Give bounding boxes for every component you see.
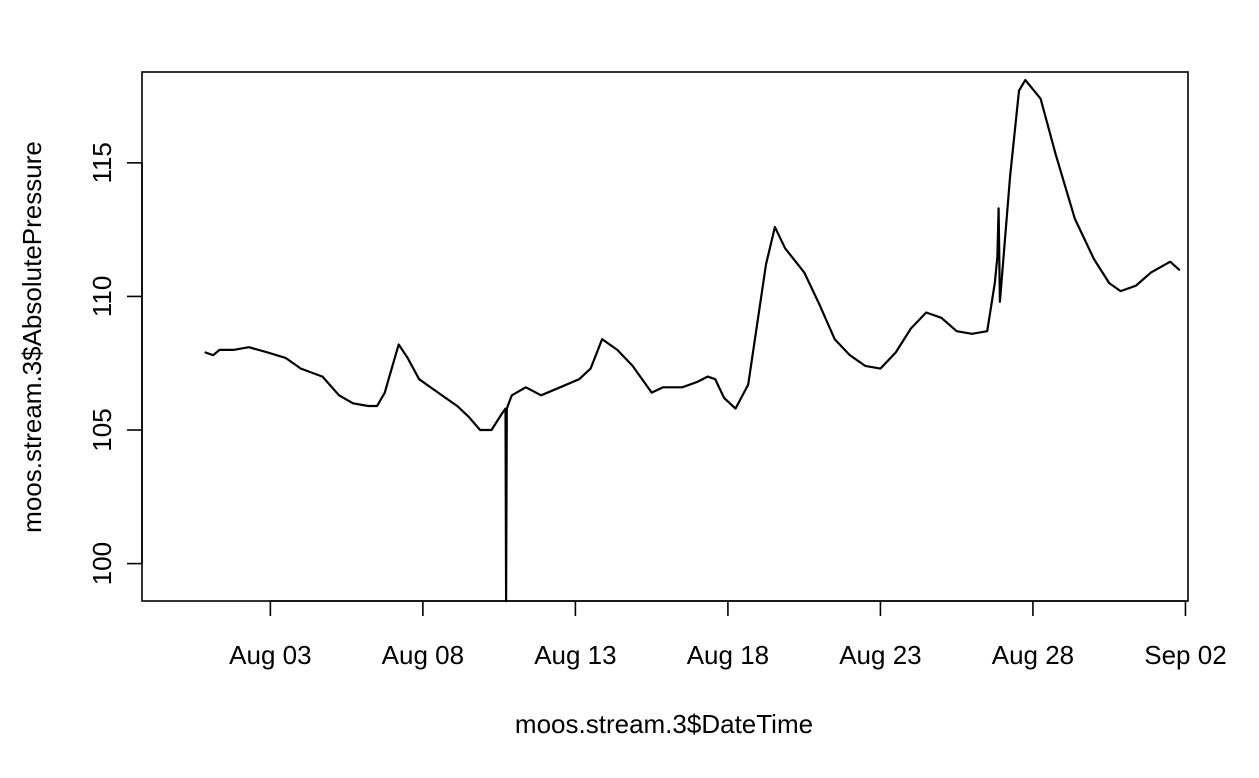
y-axis-ticks: 100 105 110 115: [87, 142, 142, 585]
x-tick-label: Aug 03: [229, 640, 311, 670]
x-tick-label: Aug 13: [534, 640, 616, 670]
series-line: [204, 78, 1181, 603]
y-tick-label: 115: [87, 142, 117, 183]
x-tick-label: Aug 23: [839, 640, 921, 670]
x-tick-label: Aug 28: [992, 640, 1074, 670]
y-tick-label: 110: [87, 276, 117, 317]
y-tick-label: 105: [87, 408, 117, 451]
x-tick-label: Aug 18: [687, 640, 769, 670]
plot-box: [141, 71, 1189, 602]
y-axis-title: moos.stream.3$AbsolutePressure: [17, 141, 47, 533]
x-axis-ticks: Aug 03 Aug 08 Aug 13 Aug 18 Aug 23 Aug 28 Sep …: [229, 601, 1227, 670]
y-tick-label: 100: [87, 542, 117, 585]
x-tick-label: Sep 02: [1144, 640, 1226, 670]
x-tick-label: Aug 08: [382, 640, 464, 670]
x-axis-title: moos.stream.3$DateTime: [515, 709, 813, 739]
